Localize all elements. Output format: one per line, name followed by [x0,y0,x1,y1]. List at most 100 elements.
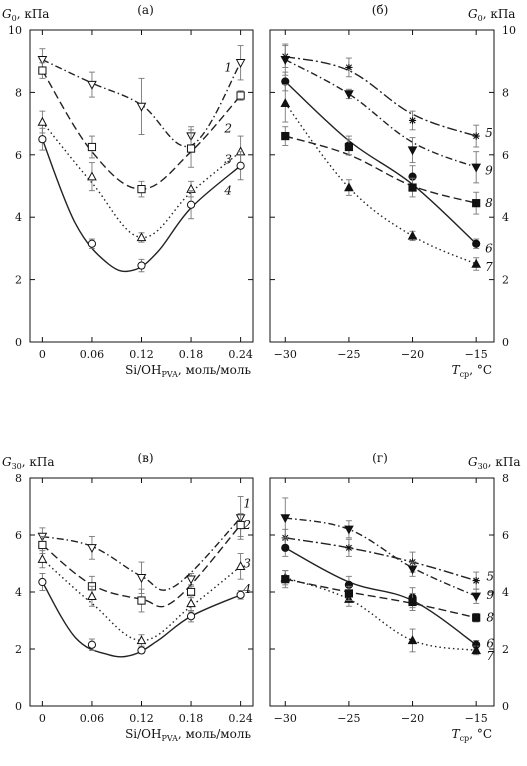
y-tick-label: 10 [8,24,22,37]
series-line [285,578,477,619]
data-point [280,514,291,524]
y-axis-label-unit: , кПа [483,7,516,21]
data-point [407,565,418,575]
x-tick-label: 0.12 [129,348,154,361]
data-point [472,132,480,140]
series-2 [38,62,245,198]
data-point [472,239,481,248]
y-tick-label: 6 [502,149,509,162]
data-point [407,146,418,156]
data-point [345,63,353,72]
panel-label: (а) [137,3,154,17]
curve-label: 6 [486,636,494,650]
series-line [41,558,242,642]
data-point [87,640,97,649]
data-point [186,144,196,153]
data-point [471,645,482,655]
y-axis-label-subscript: 0 [12,14,17,23]
data-point [281,575,290,584]
x-axis-label-unit: , °C [469,363,492,377]
x-tick-label: −25 [337,712,360,725]
x-axis-label: Si/OHPVA, моль/моль [125,727,251,743]
x-axis-label-symbol: T [452,363,461,377]
data-point [137,646,146,655]
curve-label: 2 [242,518,251,532]
data-point [408,116,417,125]
data-point [345,544,353,552]
y-tick-label: 2 [502,274,509,287]
x-axis-label-subscript: ср [460,734,470,743]
series-line [285,135,477,204]
x-tick-label: −20 [401,712,424,725]
x-tick-label: 0.24 [228,348,253,361]
x-axis-label-subscript: PVA [161,370,178,379]
curve-label: 7 [485,260,493,274]
series-5 [281,528,480,590]
y-tick-label: 2 [15,274,22,287]
data-point [186,598,196,608]
x-tick-label: 0 [39,712,46,725]
panel-label: (г) [372,451,388,465]
data-point [344,90,354,100]
curve-label: 1 [224,60,232,74]
plot-frame [269,477,495,707]
y-tick-label: 8 [502,86,509,99]
y-axis-label: G30, кПа [2,455,55,471]
data-point [87,239,97,248]
data-point [472,577,480,585]
y-axis-label-symbol: G [468,7,478,21]
y-axis-label-symbol: G [2,7,12,21]
data-point [38,135,47,144]
data-point [235,59,246,69]
data-point [408,183,417,192]
data-point [136,574,147,584]
series-line [285,537,477,582]
data-point [280,98,291,108]
y-tick-label: 2 [502,643,509,656]
data-point [344,525,354,535]
data-point [236,520,245,530]
x-tick-label: 0 [39,348,46,361]
x-axis-label-symbol: Si/OH [125,363,161,377]
y-axis-label-subscript: 0 [478,14,483,23]
data-point [136,102,147,112]
x-tick-label: −15 [465,348,488,361]
data-point [472,613,481,622]
curve-label: 9 [485,163,493,177]
data-point [37,116,48,126]
y-tick-label: 4 [15,211,22,224]
x-tick-label: −25 [337,348,360,361]
series-9 [280,43,482,184]
series-line [41,138,242,273]
data-point [87,171,97,181]
x-axis-label-subscript: PVA [161,734,178,743]
x-axis-label-subscript: ср [460,370,470,379]
data-point [472,199,481,208]
curve-label: 9 [486,588,494,602]
y-tick-label: 6 [15,149,22,162]
y-tick-label: 6 [502,529,509,542]
panel-label: (в) [137,451,153,465]
data-point [186,200,196,209]
data-point [38,66,47,75]
x-axis-label-unit: , °C [469,727,492,741]
data-point [87,591,97,600]
series-7 [280,570,482,656]
x-tick-label: −30 [274,712,297,725]
data-point [280,55,291,65]
series-line [285,55,477,137]
y-axis-label-symbol: G [2,455,12,469]
data-point [471,163,482,173]
series-3 [37,550,246,647]
data-point [87,544,97,554]
data-point [137,185,146,194]
x-tick-label: 0.24 [228,712,253,725]
data-point [236,590,245,599]
y-tick-label: 4 [15,586,22,599]
plot-frame [269,29,495,343]
series-7 [280,84,482,271]
x-tick-label: 0.18 [179,348,204,361]
